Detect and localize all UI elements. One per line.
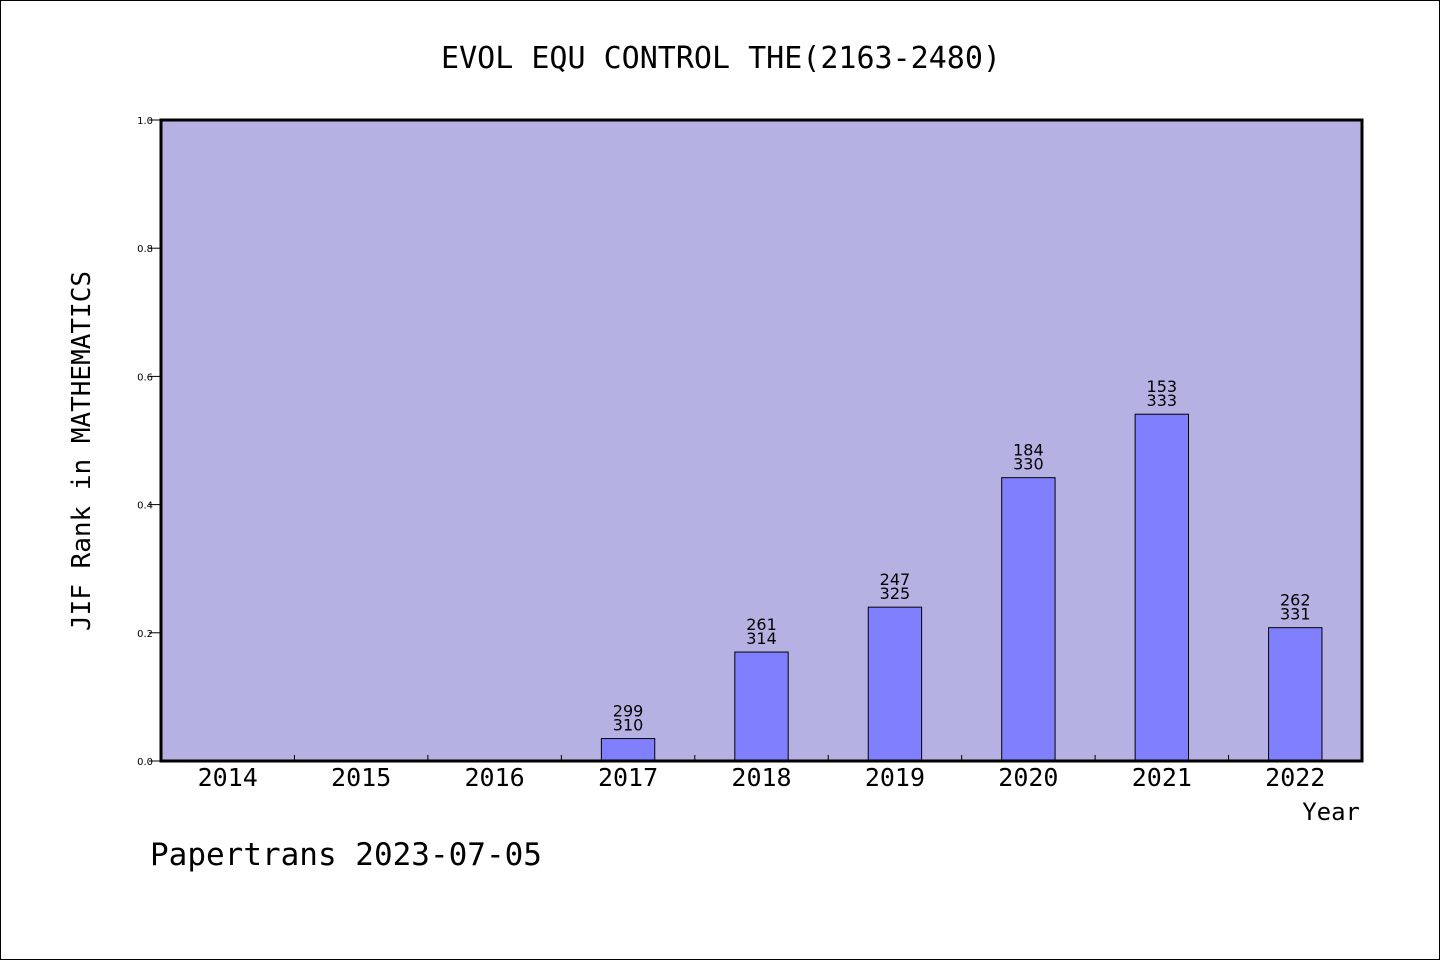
y-tick-label-5: 1.0 — [137, 116, 153, 127]
bar-label-rank-2017: 299 — [613, 702, 644, 721]
y-tick-label-4: 0.8 — [137, 244, 153, 255]
bar-label-rank-2021: 153 — [1147, 377, 1178, 396]
bar-label-rank-2018: 261 — [746, 615, 777, 634]
plot-border — [159, 118, 1364, 763]
x-tick-label-2014: 2014 — [198, 763, 258, 792]
x-axis-label: Year — [1302, 798, 1360, 826]
y-tick-label-3: 0.6 — [137, 372, 153, 383]
bars-group — [600, 413, 1323, 762]
bar-label-total-2019: 325 — [880, 584, 911, 603]
bar-2017 — [600, 738, 656, 762]
bar-label-rank-2020: 184 — [1013, 441, 1044, 460]
bar-2022 — [1268, 627, 1323, 762]
y-tick-label-2: 0.4 — [137, 501, 153, 512]
x-tick-label-2020: 2020 — [998, 763, 1058, 792]
x-tick-label-2018: 2018 — [731, 763, 791, 792]
bar-2021 — [1134, 413, 1190, 762]
y-tick-label-1: 0.2 — [137, 629, 153, 640]
x-ticks-group: 2014 2015 2016 2017 2018 2019 2020 2021 2022 — [198, 755, 1325, 792]
x-tick-label-2017: 2017 — [598, 763, 658, 792]
bar-2020 — [1001, 477, 1056, 762]
y-tick-label-0: 0.0 — [137, 757, 153, 768]
bar-2018 — [734, 651, 789, 762]
x-tick-label-2021: 2021 — [1132, 763, 1192, 792]
y-axis-label: JIF Rank in MATHEMATICS — [67, 271, 97, 631]
x-tick-label-2022: 2022 — [1265, 763, 1325, 792]
bar-label-total-2020: 330 — [1013, 455, 1044, 474]
x-tick-label-2019: 2019 — [865, 763, 925, 792]
x-tick-label-2016: 2016 — [465, 763, 525, 792]
bar-label-rank-2022: 262 — [1280, 591, 1311, 610]
footer-date: Papertrans 2023-07-05 — [150, 837, 542, 873]
bar-label-total-2018: 314 — [746, 629, 777, 648]
bar-label-total-2022: 331 — [1280, 605, 1311, 624]
bar-label-total-2017: 310 — [613, 716, 644, 735]
chart-title: EVOL EQU CONTROL THE(2163-2480) — [441, 41, 1001, 76]
bar-label-rank-2019: 247 — [880, 570, 911, 589]
bar-label-total-2021: 333 — [1147, 391, 1178, 410]
bar-2019 — [867, 606, 923, 762]
x-tick-label-2015: 2015 — [331, 763, 391, 792]
y-ticks-group: 0.0 0.2 0.4 0.6 0.8 1.0 — [137, 116, 161, 768]
